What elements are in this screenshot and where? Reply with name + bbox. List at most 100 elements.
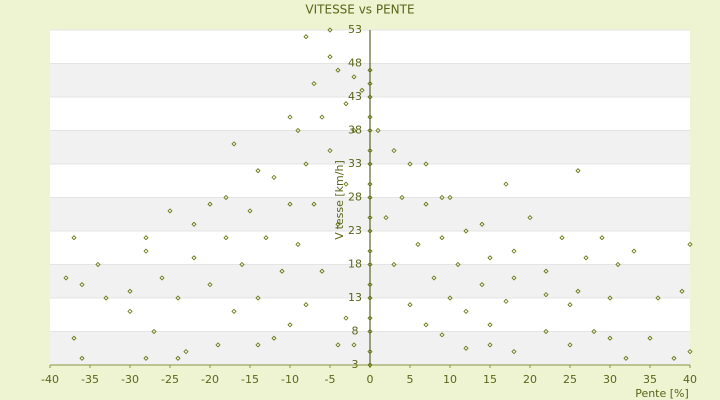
point (223, 235, 229, 241)
point (319, 114, 325, 120)
point (623, 355, 629, 361)
point (367, 261, 373, 268)
point (447, 295, 453, 301)
point (575, 288, 581, 294)
point (367, 67, 373, 73)
point (103, 295, 109, 301)
y-tick-label: 43 (348, 90, 362, 103)
point (367, 362, 373, 368)
point (407, 302, 413, 308)
point (431, 275, 437, 281)
point (367, 161, 373, 167)
point (367, 181, 373, 187)
point (327, 148, 333, 154)
point (543, 268, 549, 274)
point (343, 181, 349, 187)
point (287, 201, 293, 207)
x-tick-label: 30 (603, 373, 617, 386)
point (543, 328, 549, 335)
point (439, 235, 445, 241)
point (367, 94, 373, 100)
point (487, 255, 493, 261)
point (463, 228, 469, 234)
point (303, 161, 309, 167)
point (247, 208, 253, 214)
point (95, 261, 101, 268)
point (127, 288, 133, 294)
point (607, 335, 613, 341)
point (567, 342, 573, 348)
point (327, 54, 333, 60)
point (511, 248, 517, 254)
point (327, 27, 333, 33)
point (239, 261, 245, 268)
point (367, 228, 373, 234)
x-tick-label: 40 (683, 373, 697, 386)
point (567, 302, 573, 308)
point (159, 275, 165, 281)
point (423, 201, 429, 207)
x-axis-label: Pente [%] (635, 387, 689, 400)
point (271, 174, 277, 180)
point (655, 295, 661, 301)
point (367, 328, 373, 335)
x-tick-label: -15 (241, 373, 259, 386)
point (367, 315, 373, 321)
y-axis-label: Vitesse [km/h] (333, 160, 346, 240)
point (391, 148, 397, 154)
point (335, 342, 341, 348)
x-tick-label: -30 (121, 373, 139, 386)
y-tick-label: 53 (348, 23, 362, 36)
point (399, 194, 405, 201)
point (351, 74, 357, 80)
point (311, 81, 317, 87)
point (175, 355, 181, 361)
y-tick-label: 18 (348, 258, 362, 271)
point (503, 298, 509, 304)
point (575, 168, 581, 174)
point (511, 349, 517, 355)
x-tick-label: 35 (643, 373, 657, 386)
point (279, 268, 285, 274)
point (287, 322, 293, 328)
point (335, 67, 341, 73)
point (367, 148, 373, 154)
x-tick-label: 0 (367, 373, 374, 386)
point (295, 241, 301, 247)
x-tick-label: 15 (483, 373, 497, 386)
point (631, 248, 637, 254)
point (63, 275, 69, 281)
point (463, 308, 469, 314)
point (295, 127, 301, 134)
point (375, 127, 381, 134)
point (319, 268, 325, 274)
point (231, 308, 237, 314)
point (367, 215, 373, 221)
point (367, 114, 373, 120)
point (455, 261, 461, 268)
point (271, 335, 277, 341)
x-tick-label: 10 (443, 373, 457, 386)
point (583, 255, 589, 261)
point (335, 221, 341, 227)
point (647, 335, 653, 341)
point (343, 101, 349, 107)
point (287, 114, 293, 120)
point (255, 342, 261, 348)
point (191, 221, 197, 227)
x-tick-label: -35 (81, 373, 99, 386)
x-tick-label: -10 (281, 373, 299, 386)
point (423, 161, 429, 167)
point (79, 355, 85, 361)
x-tick-label: -25 (161, 373, 179, 386)
point (255, 295, 261, 301)
point (479, 221, 485, 227)
point (207, 282, 213, 288)
point (215, 342, 221, 348)
point (143, 355, 149, 361)
point (383, 215, 389, 221)
point (479, 282, 485, 288)
point (167, 208, 173, 214)
y-tick-label: 28 (348, 191, 362, 204)
